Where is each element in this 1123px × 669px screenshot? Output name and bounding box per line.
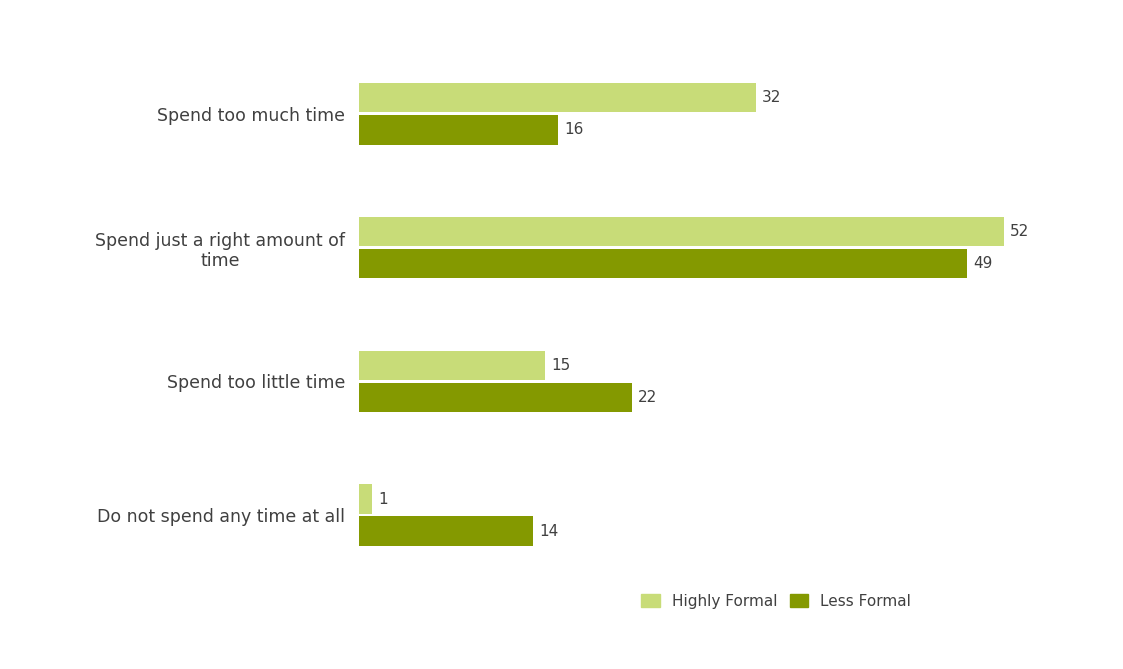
Text: 32: 32 xyxy=(763,90,782,105)
Text: 1: 1 xyxy=(378,492,387,506)
Bar xyxy=(359,484,372,514)
Text: 14: 14 xyxy=(539,524,558,539)
Bar xyxy=(359,351,546,380)
Text: 49: 49 xyxy=(973,256,992,271)
Bar xyxy=(359,83,756,112)
Text: 15: 15 xyxy=(551,358,570,373)
Bar xyxy=(359,115,558,145)
Text: 52: 52 xyxy=(1010,224,1029,239)
Bar xyxy=(359,516,532,546)
Text: 22: 22 xyxy=(638,390,657,405)
Bar xyxy=(359,249,967,278)
Text: 16: 16 xyxy=(564,122,583,137)
Bar xyxy=(359,217,1004,246)
Bar xyxy=(359,383,632,412)
Legend: Highly Formal, Less Formal: Highly Formal, Less Formal xyxy=(636,587,917,615)
